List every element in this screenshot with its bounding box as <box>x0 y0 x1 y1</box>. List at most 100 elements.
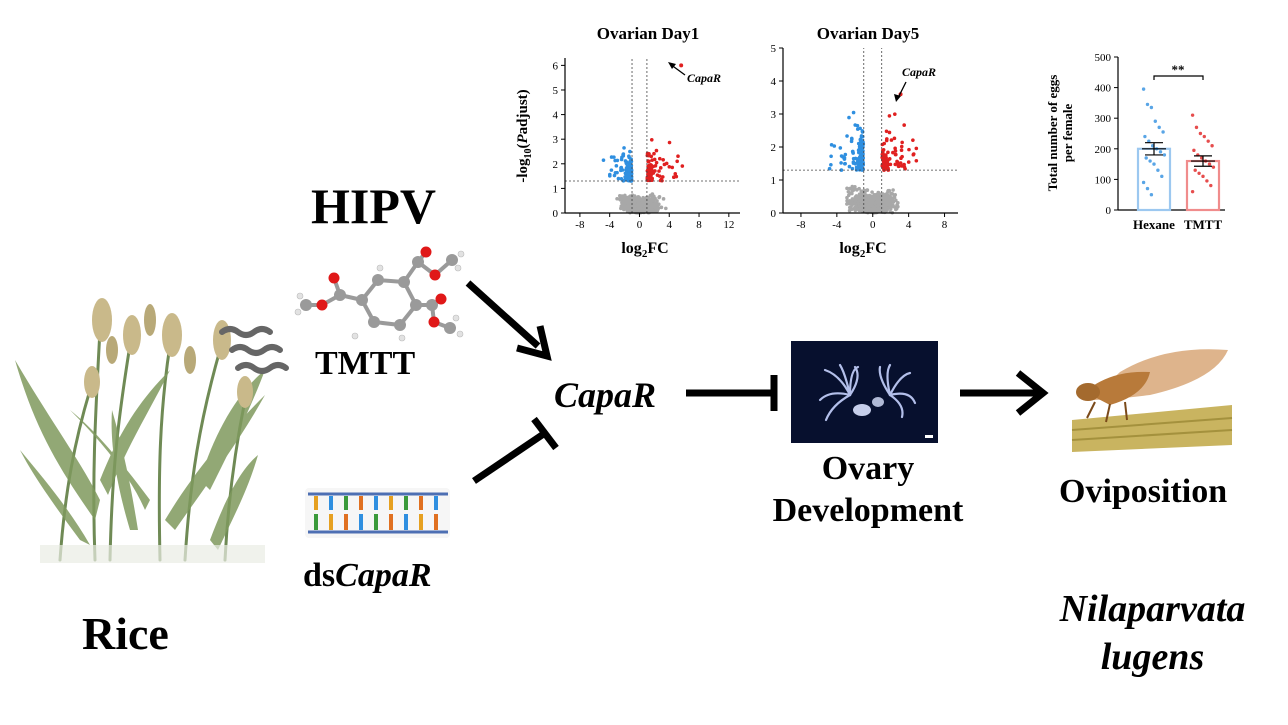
y-tick-label: 1 <box>553 183 559 195</box>
down-point <box>858 157 862 162</box>
up-point <box>899 148 904 153</box>
ns-point <box>847 199 852 203</box>
species-genus: Nilaparvata <box>1059 588 1246 630</box>
ns-point <box>876 204 880 208</box>
category-label: TMTT <box>1184 217 1223 232</box>
up-point <box>881 154 886 158</box>
up-point <box>651 170 655 175</box>
down-point <box>859 139 863 143</box>
down-point <box>839 161 843 165</box>
data-point <box>1156 168 1160 172</box>
activation-arrow-tmtt <box>465 280 552 361</box>
up-point <box>895 160 900 164</box>
up-point <box>887 130 892 135</box>
ns-point <box>641 198 646 203</box>
down-point <box>847 115 851 120</box>
up-point <box>906 160 911 164</box>
down-point <box>854 165 859 170</box>
y-tick-label: 3 <box>553 134 559 146</box>
x-tick-label: 8 <box>942 219 948 231</box>
ovary-line1: Ovary <box>821 450 915 487</box>
down-point <box>625 164 630 169</box>
planthopper-photo <box>1065 342 1233 452</box>
ns-point <box>630 194 635 198</box>
dscapar-gene: CapaR <box>335 557 432 594</box>
up-point <box>673 172 678 176</box>
down-point <box>843 152 848 157</box>
up-point <box>900 164 904 168</box>
tmtt-molecule-model <box>294 246 465 342</box>
down-point <box>851 161 856 165</box>
up-point <box>675 159 679 164</box>
y-tick-label: 4 <box>553 110 559 122</box>
ns-point <box>661 197 666 201</box>
y-axis-label-line1: Total number of eggs <box>1045 75 1060 192</box>
y-tick-label: 500 <box>1095 52 1112 64</box>
down-point <box>851 156 856 161</box>
ns-point <box>850 197 855 202</box>
up-point <box>887 157 892 161</box>
ns-point <box>615 196 619 201</box>
ns-point <box>869 203 873 208</box>
up-point <box>676 154 680 158</box>
y-tick-label: 400 <box>1095 83 1112 95</box>
ns-point <box>858 197 862 201</box>
ns-points <box>845 184 900 215</box>
y-tick-label: 100 <box>1095 174 1112 186</box>
up-point <box>893 162 898 167</box>
up-point <box>911 152 916 157</box>
down-point <box>621 153 626 158</box>
data-point <box>1160 174 1164 179</box>
up-point <box>647 163 652 168</box>
up-point <box>660 175 665 179</box>
x-tick-label: -8 <box>575 219 585 231</box>
up-point <box>914 146 919 151</box>
individual-points <box>1141 87 1216 197</box>
up-point <box>647 151 651 156</box>
y-tick-label: 3 <box>771 109 777 121</box>
y-tick-label: 0 <box>1106 205 1112 217</box>
down-point <box>614 164 619 168</box>
inhibition-arrow-dscapar <box>472 416 559 484</box>
up-point <box>891 150 895 155</box>
up-point <box>911 138 915 142</box>
volcano-plot-day5: Ovarian Day5 -8 -4 0 4 8 0 1 2 3 4 5 CapaR log2FC <box>771 24 958 260</box>
down-point <box>616 176 621 181</box>
ns-point <box>883 196 888 201</box>
up-point <box>893 112 897 116</box>
ns-point <box>888 204 893 208</box>
up-point <box>658 166 663 170</box>
ns-point <box>853 205 857 210</box>
down-point <box>858 142 863 147</box>
data-point <box>1207 162 1212 166</box>
up-point <box>882 159 886 164</box>
down-point <box>622 146 626 150</box>
data-point <box>1144 156 1148 160</box>
ns-point <box>632 199 637 203</box>
down-point <box>858 166 863 170</box>
up-regulated-points <box>880 92 919 172</box>
down-point <box>829 143 834 147</box>
data-point <box>1141 180 1146 185</box>
down-point <box>827 166 832 171</box>
down-point <box>609 155 614 159</box>
up-point <box>884 129 889 134</box>
ns-point <box>853 202 858 206</box>
ns-point <box>648 205 653 209</box>
down-point <box>832 144 837 148</box>
data-point <box>1209 183 1213 188</box>
down-point <box>626 168 631 172</box>
up-point <box>900 140 904 145</box>
up-point <box>645 175 650 179</box>
up-point <box>658 156 662 161</box>
ns-point <box>870 190 874 194</box>
ns-point <box>650 202 654 207</box>
tmtt-label: TMTT <box>315 345 416 382</box>
y-tick-label: 0 <box>771 208 777 220</box>
inhibition-arrow-capar-ovary <box>686 375 778 411</box>
down-point <box>858 126 862 131</box>
significance-label: ** <box>1172 62 1185 77</box>
ns-point <box>635 207 639 212</box>
